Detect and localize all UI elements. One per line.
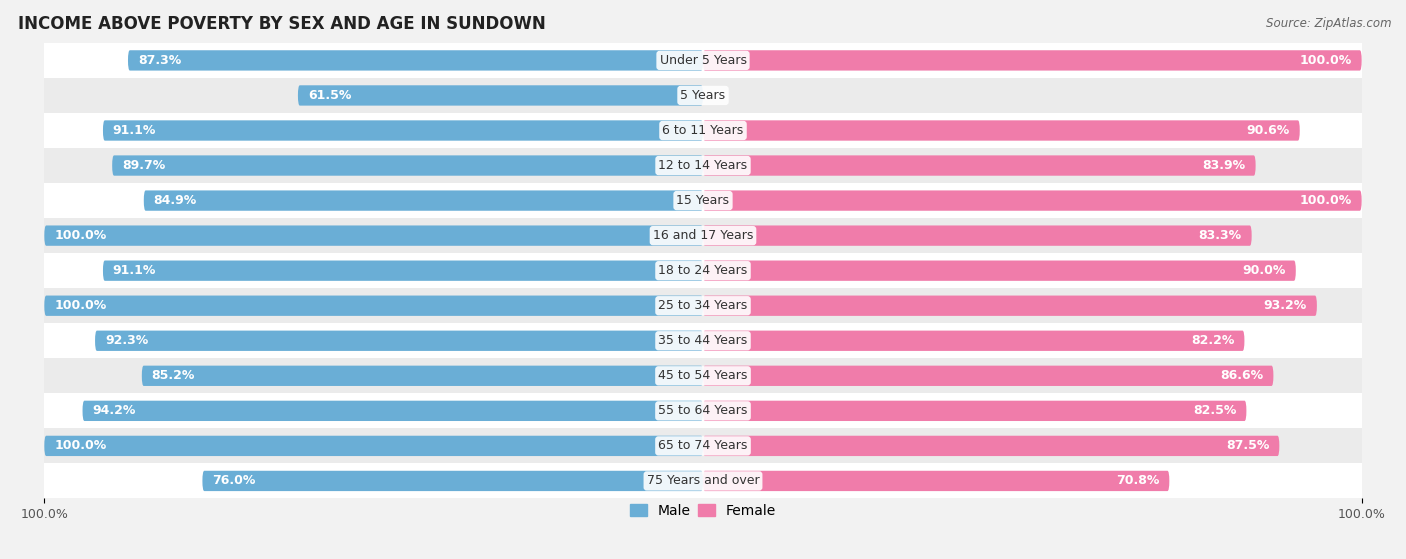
Bar: [45, 288, 1361, 323]
Text: 45 to 54 Years: 45 to 54 Years: [658, 369, 748, 382]
FancyBboxPatch shape: [703, 471, 1170, 491]
Text: 90.6%: 90.6%: [1247, 124, 1289, 137]
FancyBboxPatch shape: [103, 120, 703, 141]
FancyBboxPatch shape: [703, 296, 1317, 316]
FancyBboxPatch shape: [703, 225, 1251, 246]
Text: Source: ZipAtlas.com: Source: ZipAtlas.com: [1267, 17, 1392, 30]
Text: 25 to 34 Years: 25 to 34 Years: [658, 299, 748, 312]
Bar: [45, 428, 1361, 463]
FancyBboxPatch shape: [703, 50, 1361, 70]
Bar: [45, 183, 1361, 218]
Text: 65 to 74 Years: 65 to 74 Years: [658, 439, 748, 452]
Bar: [45, 463, 1361, 499]
Text: 82.2%: 82.2%: [1191, 334, 1234, 347]
Text: 18 to 24 Years: 18 to 24 Years: [658, 264, 748, 277]
Bar: [45, 218, 1361, 253]
Text: 16 and 17 Years: 16 and 17 Years: [652, 229, 754, 242]
Text: 100.0%: 100.0%: [55, 439, 107, 452]
Text: 85.2%: 85.2%: [152, 369, 195, 382]
Text: 93.2%: 93.2%: [1264, 299, 1308, 312]
Text: 61.5%: 61.5%: [308, 89, 352, 102]
FancyBboxPatch shape: [103, 260, 703, 281]
Bar: [45, 253, 1361, 288]
Text: 91.1%: 91.1%: [112, 264, 156, 277]
Bar: [45, 148, 1361, 183]
Text: 6 to 11 Years: 6 to 11 Years: [662, 124, 744, 137]
Bar: [45, 113, 1361, 148]
Text: 5 Years: 5 Years: [681, 89, 725, 102]
FancyBboxPatch shape: [703, 401, 1246, 421]
Text: 89.7%: 89.7%: [122, 159, 166, 172]
FancyBboxPatch shape: [703, 366, 1274, 386]
Text: 55 to 64 Years: 55 to 64 Years: [658, 404, 748, 418]
Text: 87.3%: 87.3%: [138, 54, 181, 67]
Text: 86.6%: 86.6%: [1220, 369, 1264, 382]
FancyBboxPatch shape: [128, 50, 703, 70]
Legend: Male, Female: Male, Female: [624, 498, 782, 523]
Bar: [45, 323, 1361, 358]
Bar: [45, 78, 1361, 113]
Text: 100.0%: 100.0%: [1299, 54, 1351, 67]
Text: 70.8%: 70.8%: [1116, 475, 1160, 487]
FancyBboxPatch shape: [298, 86, 703, 106]
Text: 83.9%: 83.9%: [1202, 159, 1246, 172]
FancyBboxPatch shape: [45, 296, 703, 316]
Text: 87.5%: 87.5%: [1226, 439, 1270, 452]
Text: 76.0%: 76.0%: [212, 475, 256, 487]
FancyBboxPatch shape: [703, 155, 1256, 176]
Bar: [45, 394, 1361, 428]
FancyBboxPatch shape: [703, 330, 1244, 351]
FancyBboxPatch shape: [45, 435, 703, 456]
Text: INCOME ABOVE POVERTY BY SEX AND AGE IN SUNDOWN: INCOME ABOVE POVERTY BY SEX AND AGE IN S…: [18, 15, 546, 33]
FancyBboxPatch shape: [703, 120, 1299, 141]
Text: 100.0%: 100.0%: [55, 299, 107, 312]
FancyBboxPatch shape: [703, 191, 1361, 211]
FancyBboxPatch shape: [112, 155, 703, 176]
Text: 75 Years and over: 75 Years and over: [647, 475, 759, 487]
Text: 94.2%: 94.2%: [93, 404, 136, 418]
FancyBboxPatch shape: [143, 191, 703, 211]
FancyBboxPatch shape: [703, 260, 1296, 281]
Text: 84.9%: 84.9%: [153, 194, 197, 207]
Bar: [45, 43, 1361, 78]
Text: 82.5%: 82.5%: [1194, 404, 1236, 418]
FancyBboxPatch shape: [83, 401, 703, 421]
Text: 90.0%: 90.0%: [1243, 264, 1286, 277]
Text: Under 5 Years: Under 5 Years: [659, 54, 747, 67]
FancyBboxPatch shape: [202, 471, 703, 491]
FancyBboxPatch shape: [142, 366, 703, 386]
Text: 12 to 14 Years: 12 to 14 Years: [658, 159, 748, 172]
FancyBboxPatch shape: [96, 330, 703, 351]
Text: 92.3%: 92.3%: [105, 334, 148, 347]
Text: 100.0%: 100.0%: [55, 229, 107, 242]
Text: 35 to 44 Years: 35 to 44 Years: [658, 334, 748, 347]
FancyBboxPatch shape: [45, 225, 703, 246]
Bar: [45, 358, 1361, 394]
FancyBboxPatch shape: [703, 435, 1279, 456]
Text: 100.0%: 100.0%: [1299, 194, 1351, 207]
Text: 83.3%: 83.3%: [1199, 229, 1241, 242]
Text: 15 Years: 15 Years: [676, 194, 730, 207]
Text: 91.1%: 91.1%: [112, 124, 156, 137]
